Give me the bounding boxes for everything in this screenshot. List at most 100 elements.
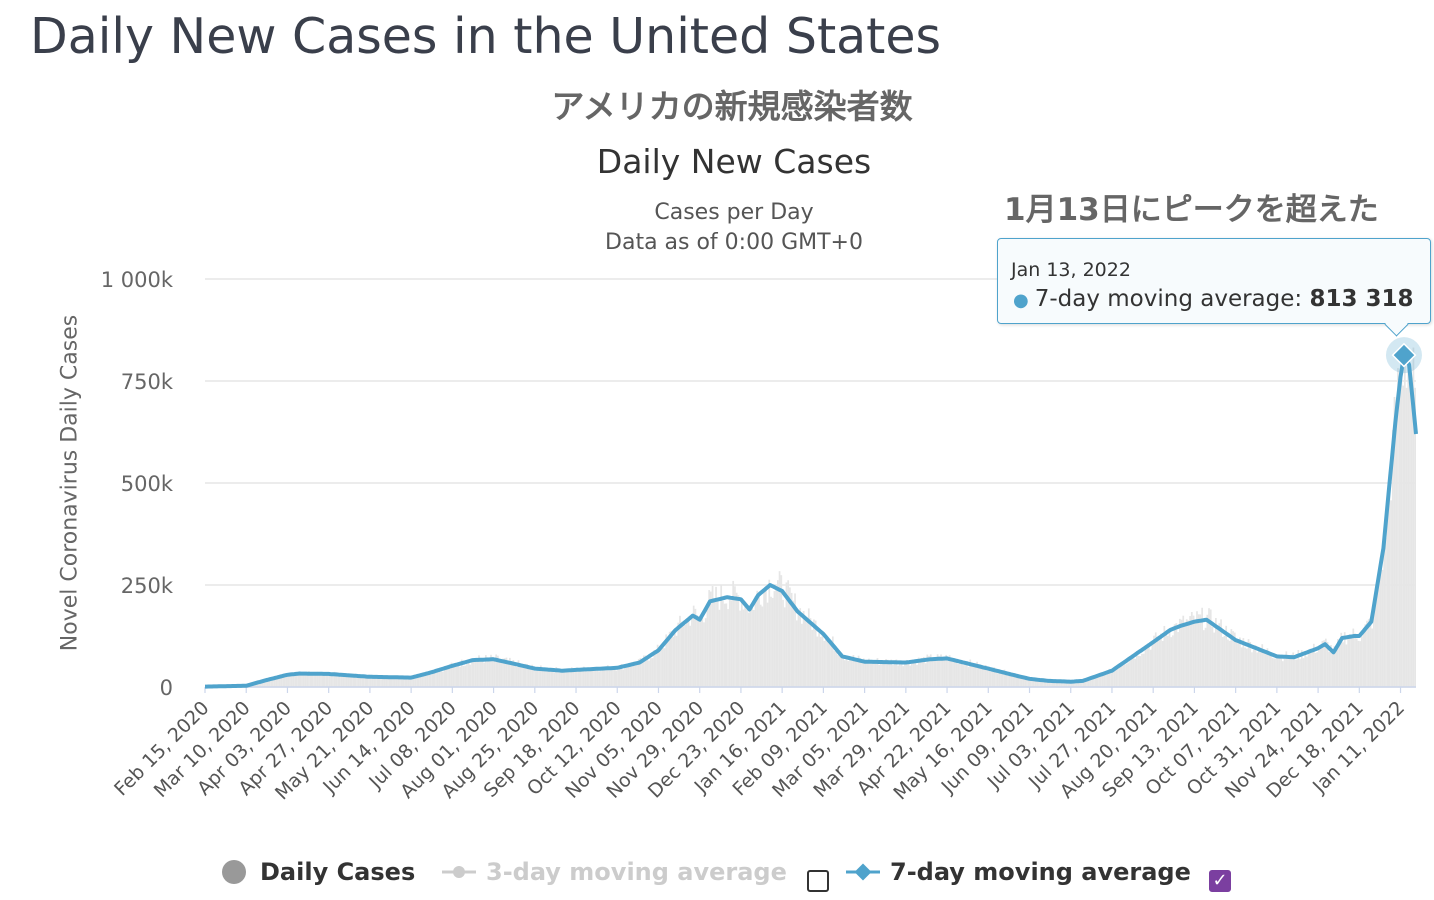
daily-case-bar — [1390, 500, 1392, 687]
daily-case-bar — [593, 669, 595, 687]
daily-case-bar — [1142, 653, 1145, 687]
daily-case-bar — [751, 602, 753, 687]
daily-case-bar — [782, 599, 784, 687]
daily-case-bar — [835, 649, 838, 687]
y-tick-label: 1 000k — [101, 268, 174, 292]
daily-case-bar — [459, 666, 461, 687]
daily-case-bar — [1105, 674, 1107, 687]
daily-case-bar — [1393, 396, 1396, 687]
legend-label-three-day: 3-day moving average — [486, 858, 787, 886]
daily-case-bar — [785, 582, 788, 687]
daily-case-bar — [998, 673, 1001, 687]
daily-case-bar — [655, 650, 657, 687]
daily-case-bar — [1376, 577, 1379, 687]
daily-case-bar — [706, 608, 709, 687]
daily-case-bar — [1172, 635, 1174, 687]
daily-case-bar — [397, 678, 400, 687]
page-headline: Daily New Cases in the United States — [30, 8, 942, 65]
daily-case-bar — [1283, 658, 1286, 687]
legend-item-daily-cases[interactable]: Daily Cases — [222, 858, 415, 886]
checkbox-three-day[interactable] — [807, 870, 829, 892]
daily-case-bar — [1299, 659, 1301, 687]
daily-case-bar — [356, 676, 358, 687]
daily-case-bar — [668, 631, 671, 687]
daily-case-bar — [1039, 680, 1042, 687]
daily-case-bar — [979, 664, 982, 687]
daily-case-bar — [957, 664, 960, 687]
daily-case-bar — [323, 674, 326, 687]
daily-case-bar — [684, 624, 686, 687]
daily-case-bar — [442, 671, 444, 687]
daily-case-bar — [919, 660, 922, 687]
daily-case-bar — [1012, 673, 1015, 687]
daily-case-bar — [953, 660, 956, 687]
peak-annotation: 1月13日にピークを超えた — [1004, 192, 1379, 228]
daily-case-bar — [302, 673, 305, 687]
daily-case-bar — [1333, 646, 1336, 687]
daily-case-bar — [1300, 650, 1303, 687]
checkbox-seven-day[interactable]: ✓ — [1209, 870, 1231, 892]
daily-case-bar — [869, 663, 872, 687]
daily-case-bar — [1056, 680, 1059, 687]
daily-case-bar — [299, 675, 302, 687]
daily-case-bar — [294, 675, 297, 687]
daily-case-bar — [495, 654, 498, 687]
daily-case-bar — [768, 579, 771, 687]
daily-case-bar — [572, 669, 575, 687]
daily-case-bar — [404, 677, 406, 687]
daily-case-bar — [1173, 624, 1176, 687]
daily-case-bar — [411, 677, 413, 687]
tooltip-series-name: 7-day moving average: — [1034, 286, 1303, 312]
daily-case-bar — [701, 617, 704, 687]
daily-case-bar — [584, 668, 587, 687]
daily-case-bar — [522, 666, 525, 687]
daily-case-bar — [1026, 677, 1028, 687]
daily-case-bar — [1168, 630, 1171, 687]
daily-case-bar — [747, 612, 750, 687]
daily-case-bar — [1220, 619, 1222, 687]
daily-case-bar — [387, 676, 389, 687]
daily-case-bar — [1204, 627, 1207, 687]
daily-case-bar — [309, 674, 312, 687]
daily-case-bar — [967, 667, 970, 687]
daily-case-bar — [885, 659, 887, 687]
daily-case-bar — [703, 622, 705, 687]
daily-case-bar — [381, 677, 384, 687]
daily-case-bar — [1050, 679, 1052, 687]
daily-case-bar — [739, 610, 741, 687]
daily-case-bar — [479, 658, 482, 687]
daily-case-bar — [881, 662, 884, 687]
daily-case-bar — [313, 673, 315, 687]
daily-case-bar — [649, 658, 652, 687]
legend-item-seven-day[interactable]: 7-day moving average — [846, 858, 1191, 886]
daily-case-bar — [976, 661, 978, 687]
daily-case-bar — [895, 659, 898, 687]
tooltip: Jan 13, 2022 ● 7-day moving average: 813 … — [997, 238, 1431, 324]
daily-case-bar — [266, 679, 269, 687]
daily-case-bar — [1137, 655, 1140, 687]
daily-case-bar — [349, 676, 352, 687]
daily-case-bar — [941, 658, 944, 687]
daily-case-bar — [1276, 656, 1279, 687]
daily-case-bar — [632, 663, 635, 687]
daily-case-bar — [1053, 681, 1056, 687]
daily-case-bar — [328, 674, 331, 687]
daily-case-bar — [644, 655, 647, 687]
daily-case-bar — [740, 598, 743, 687]
daily-case-bar — [917, 657, 920, 687]
daily-case-bar — [320, 673, 322, 687]
daily-case-bar — [536, 669, 539, 687]
daily-case-bar — [1412, 347, 1415, 687]
daily-case-bar — [553, 672, 556, 687]
daily-case-bar — [1242, 638, 1245, 687]
daily-case-bar — [1371, 628, 1374, 687]
legend-item-three-day[interactable]: 3-day moving average — [442, 858, 787, 886]
daily-case-bar — [771, 597, 774, 687]
daily-case-bar — [1409, 366, 1411, 687]
daily-case-bar — [524, 663, 527, 687]
daily-case-bar — [1091, 677, 1094, 687]
daily-case-bar — [412, 678, 415, 687]
daily-case-bar — [871, 660, 874, 687]
daily-case-bar — [273, 678, 276, 687]
